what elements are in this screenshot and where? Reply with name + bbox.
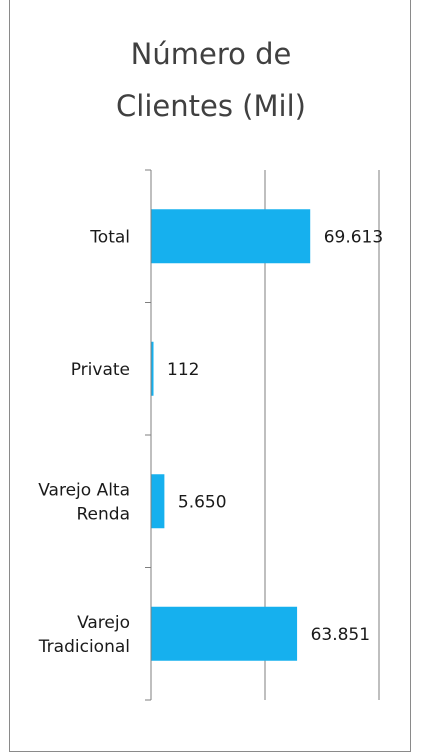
category-label-2-line-0: Varejo Alta (38, 480, 130, 500)
bar-0 (151, 209, 311, 264)
bar-3 (151, 606, 298, 661)
category-label-1: Private (71, 360, 130, 380)
data-label-0: 69.613 (324, 227, 383, 247)
category-label-3-line-1: Tradicional (38, 637, 130, 657)
chart-title: Número de Clientes (Mil) (116, 37, 306, 123)
bar-1 (151, 341, 154, 396)
bar-2 (151, 474, 165, 529)
data-label-2: 5.650 (178, 492, 227, 512)
category-label-3-line-0: Varejo (77, 613, 130, 633)
category-label-0: Total (89, 227, 130, 247)
category-label-2-line-1: Renda (77, 504, 131, 524)
data-label-1: 112 (167, 360, 199, 380)
data-label-3: 63.851 (311, 625, 370, 645)
